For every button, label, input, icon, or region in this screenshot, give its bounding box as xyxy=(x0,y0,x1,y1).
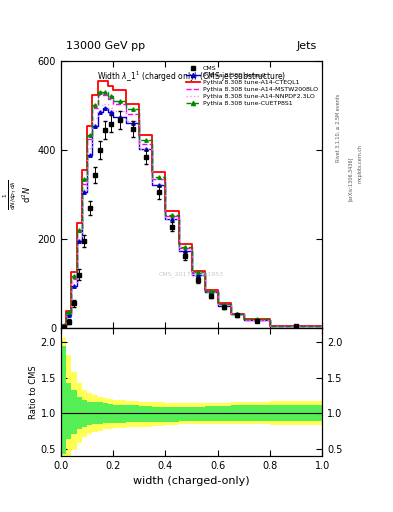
Text: mcplots.cern.ch: mcplots.cern.ch xyxy=(358,144,363,183)
Text: Rivet 3.1.10, ≥ 2.5M events: Rivet 3.1.10, ≥ 2.5M events xyxy=(336,94,341,162)
Text: Jets: Jets xyxy=(297,41,317,51)
X-axis label: width (charged-only): width (charged-only) xyxy=(133,476,250,486)
Text: [arXiv:1306.3436]: [arXiv:1306.3436] xyxy=(348,157,353,201)
Y-axis label: $\frac{1}{\mathrm{d}N/\mathrm{d}p_\mathrm{T}\,\mathrm{d}\lambda}$
$\mathrm{d}^2N: $\frac{1}{\mathrm{d}N/\mathrm{d}p_\mathr… xyxy=(2,179,33,210)
Legend: CMS, Pythia 8.308 default, Pythia 8.308 tune-A14-CTEQL1, Pythia 8.308 tune-A14-M: CMS, Pythia 8.308 default, Pythia 8.308 … xyxy=(185,65,319,107)
Text: 13000 GeV pp: 13000 GeV pp xyxy=(66,41,145,51)
Text: CMS_2017_I1491953: CMS_2017_I1491953 xyxy=(159,272,224,278)
Y-axis label: Ratio to CMS: Ratio to CMS xyxy=(29,365,38,419)
Text: Width $\lambda$_1$^1$ (charged only) (CMS jet substructure): Width $\lambda$_1$^1$ (charged only) (CM… xyxy=(97,70,286,84)
